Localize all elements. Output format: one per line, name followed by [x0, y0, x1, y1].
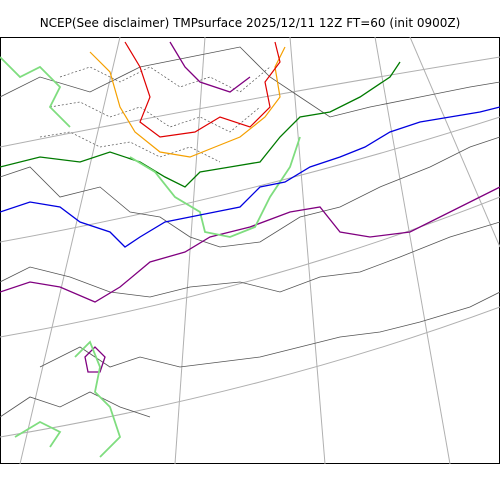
map-title: NCEP(See disclaimer) TMPsurface 2025/12/… — [39, 16, 461, 30]
weather-map — [0, 37, 500, 464]
coastlines — [0, 46, 500, 418]
latitude-line — [0, 196, 500, 338]
longitude-line — [374, 37, 451, 464]
longitude-line — [289, 37, 326, 464]
cold-contours — [39, 66, 271, 163]
latitude-line — [0, 306, 500, 438]
contour-dark-green — [0, 61, 401, 188]
contour-red — [124, 41, 281, 138]
latitude-line — [0, 116, 500, 243]
contour-blue — [0, 106, 500, 248]
contour-light-green — [0, 56, 301, 458]
graticule — [0, 37, 500, 464]
longitude-line — [19, 37, 121, 464]
longitude-line — [174, 37, 206, 464]
contour-orange — [89, 46, 286, 158]
latitude-line — [0, 56, 500, 148]
longitude-line — [409, 37, 500, 248]
